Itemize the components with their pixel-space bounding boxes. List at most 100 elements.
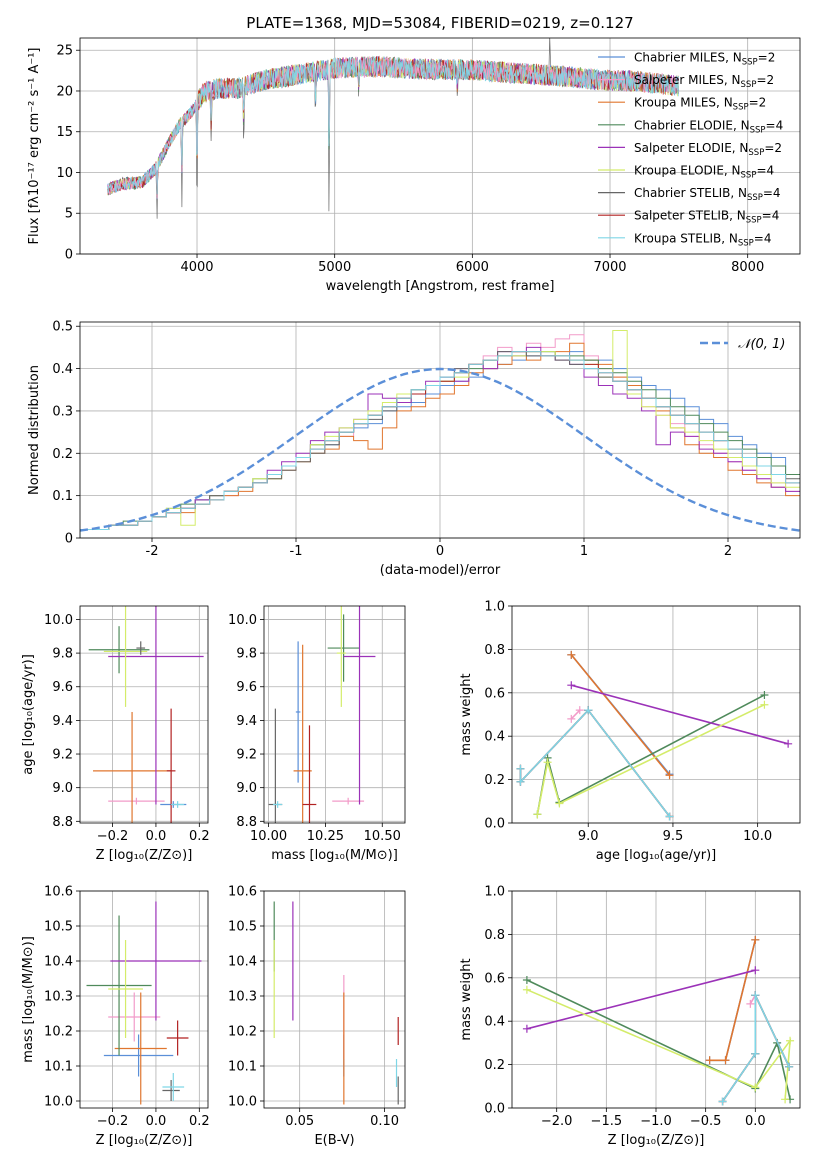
weight_vs_age-ylabel: mass weight <box>459 673 474 755</box>
mass_vs_ebv-ytick-label: 10.3 <box>228 990 257 1005</box>
mass_vs_Z-point <box>86 915 152 1056</box>
weight_vs_age-xlabel: age [log₁₀(age/yr)] <box>596 848 717 863</box>
weight_vs_Z-xtick-label: −0.5 <box>690 1114 722 1129</box>
mass_vs_Z-point <box>108 940 143 1038</box>
legend-nssp-sub: SSP <box>746 216 762 226</box>
mass_vs_Z-ytick-label: 10.0 <box>44 1095 73 1110</box>
age_vs_mass-point <box>343 606 376 805</box>
residuals-axes: -2 -1 0 1 2 0 0.1 0.2 0.3 0.4 0.5 (data-model)/erro… <box>27 320 801 578</box>
weight_vs_Z-xtick-label: −2.0 <box>541 1114 573 1129</box>
weight_vs_Z-marker <box>751 966 760 975</box>
weight_vs_Z-ytick-label: 0.0 <box>484 1102 505 1117</box>
legend-label: Chabrier ELODIE, NSSP=4 <box>634 118 783 135</box>
residuals-ytick-label: 0 <box>65 532 73 547</box>
age_vs_Z-xtick-label: 0.2 <box>189 829 210 844</box>
legend-nssp-prefix: N <box>741 118 750 132</box>
legend-model: Chabrier MILES, <box>634 51 733 65</box>
weight_vs_Z-line <box>526 969 756 1030</box>
legend-nssp-prefix: N <box>739 141 748 155</box>
mass_vs_Z-point <box>166 1020 189 1056</box>
age_vs_Z-point <box>103 606 148 707</box>
age_vs_mass-frame <box>263 605 406 824</box>
mass_vs_Z-frame <box>79 890 209 1109</box>
weight_vs_Z-series <box>522 985 795 1104</box>
weight_vs_Z-line <box>721 994 790 1102</box>
spectrum-xtick-label: 7000 <box>593 260 626 275</box>
mass_vs_ebv-plot-area <box>273 901 399 1105</box>
age_vs_Z-point <box>108 606 204 805</box>
legend-nssp-value: =2 <box>749 96 767 110</box>
residuals-ytick-label: 0.1 <box>52 489 73 504</box>
legend-nssp-value: =4 <box>766 118 784 132</box>
weight_vs_age-line <box>570 709 581 720</box>
legend-nssp-sub: SSP <box>750 125 766 135</box>
age_vs_Z-point <box>166 708 176 823</box>
legend-label: Salpeter STELIB, NSSP=4 <box>634 209 779 226</box>
hist-kroupa-stelib <box>80 351 800 538</box>
legend-nssp-prefix: N <box>738 186 747 200</box>
legend-nssp-sub: SSP <box>748 148 764 158</box>
spectrum-plot-area <box>107 38 679 219</box>
weight_vs_Z-marker <box>746 999 755 1008</box>
weight_vs_Z-xtick-label: 0.0 <box>745 1114 766 1129</box>
weight_vs_age-frame <box>511 605 801 824</box>
legend-nssp-sub: SSP <box>747 193 763 203</box>
legend-nssp-prefix: N <box>737 209 746 223</box>
age_vs_Z-point <box>108 797 165 805</box>
spectrum-axes: 4000 5000 6000 7000 8000 0 5 10 15 20 25 wavelength… <box>27 37 801 294</box>
weight_vs_age-series <box>567 706 584 723</box>
spectrum-ytick-label: 0 <box>65 248 73 263</box>
age_vs_Z-ytick-label: 9.2 <box>52 748 73 763</box>
weight_vs_Z-series <box>522 966 760 1033</box>
residuals-ytick-label: 0.2 <box>52 447 73 462</box>
age_vs_Z-ytick-label: 10.0 <box>44 613 73 628</box>
residuals-xtick-label: -1 <box>290 544 303 559</box>
weight_vs_Z-marker <box>721 1056 730 1065</box>
mass_vs_ebv-ytick-label: 10.2 <box>228 1025 257 1040</box>
weight_vs_Z-xlabel: Z [log₁₀(Z/Z⊙)] <box>608 1133 705 1148</box>
weight_vs_age-axes: 9.0 9.5 10.0 0.0 0.2 0.4 0.6 0.8 1.0 age [log₁₀(a… <box>459 600 801 863</box>
age_vs_Z-point <box>93 711 172 823</box>
age_vs_mass-point <box>327 614 360 682</box>
age_vs_mass-axes: 10.00 10.25 10.50 8.8 9.0 9.2 9.4 9.6 9.8 10.0 mas… <box>228 605 406 863</box>
weight_vs_age-xtick-label: 10.0 <box>743 829 772 844</box>
weight_vs_Z-marker <box>751 935 760 944</box>
age_vs_mass-xtick-label: 10.00 <box>250 829 287 844</box>
mass_vs_ebv-ytick-label: 10.0 <box>228 1095 257 1110</box>
weight_vs_age-line <box>570 654 671 776</box>
weight_vs_age-marker <box>584 706 593 715</box>
normal-curve <box>80 367 800 532</box>
age_vs_Z-ytick-label: 9.6 <box>52 680 73 695</box>
legend-nssp-sub: SSP <box>742 58 758 68</box>
spectrum-frame <box>79 37 801 255</box>
weight_vs_Z-ytick-label: 1.0 <box>484 885 505 900</box>
weight_vs_Z-ytick-label: 0.2 <box>484 1058 505 1073</box>
legend-model: Kroupa MILES, <box>634 96 724 110</box>
weight_vs_age-series <box>516 706 674 821</box>
weight_vs_Z-line <box>749 994 756 1005</box>
mass_vs_Z-ytick-label: 10.4 <box>44 955 73 970</box>
weight_vs_Z-line <box>526 988 792 1100</box>
mass_vs_Z-xtick-label: 0.0 <box>146 1114 167 1129</box>
mass_vs_ebv-xtick-label: 0.10 <box>370 1114 399 1129</box>
legend-label: Chabrier MILES, NSSP=2 <box>634 51 775 68</box>
age_vs_mass-point <box>293 644 312 823</box>
legend-normal-label: 𝒩(0, 1) <box>738 337 785 352</box>
residuals-ytick-label: 0.4 <box>52 362 73 377</box>
mass_vs_ebv-ytick-label: 10.6 <box>228 885 257 900</box>
spectrum-xtick-label: 4000 <box>180 260 213 275</box>
spectrum-ytick-label: 25 <box>56 44 73 59</box>
age_vs_mass-point <box>336 606 346 707</box>
legend-label: Kroupa ELODIE, NSSP=4 <box>634 164 774 181</box>
weight_vs_age-marker <box>516 777 525 786</box>
legend-nssp-prefix: N <box>729 231 738 245</box>
mass_vs_Z-point <box>162 1080 180 1101</box>
legend-label: Salpeter MILES, NSSP=2 <box>634 73 774 90</box>
age_vs_mass-ytick-label: 9.0 <box>236 781 257 796</box>
weight_vs_age-marker <box>760 690 769 699</box>
mass_vs_Z-axes: −0.2 0.0 0.2 10.0 10.1 10.2 10.3 10.4 10.5 10.6 Z … <box>21 885 210 1149</box>
mass_vs_ebv-frame <box>263 890 406 1109</box>
age_vs_mass-point <box>302 725 317 823</box>
mass_vs_Z-ylabel: mass [log₁₀(M/M⊙)] <box>21 936 36 1063</box>
